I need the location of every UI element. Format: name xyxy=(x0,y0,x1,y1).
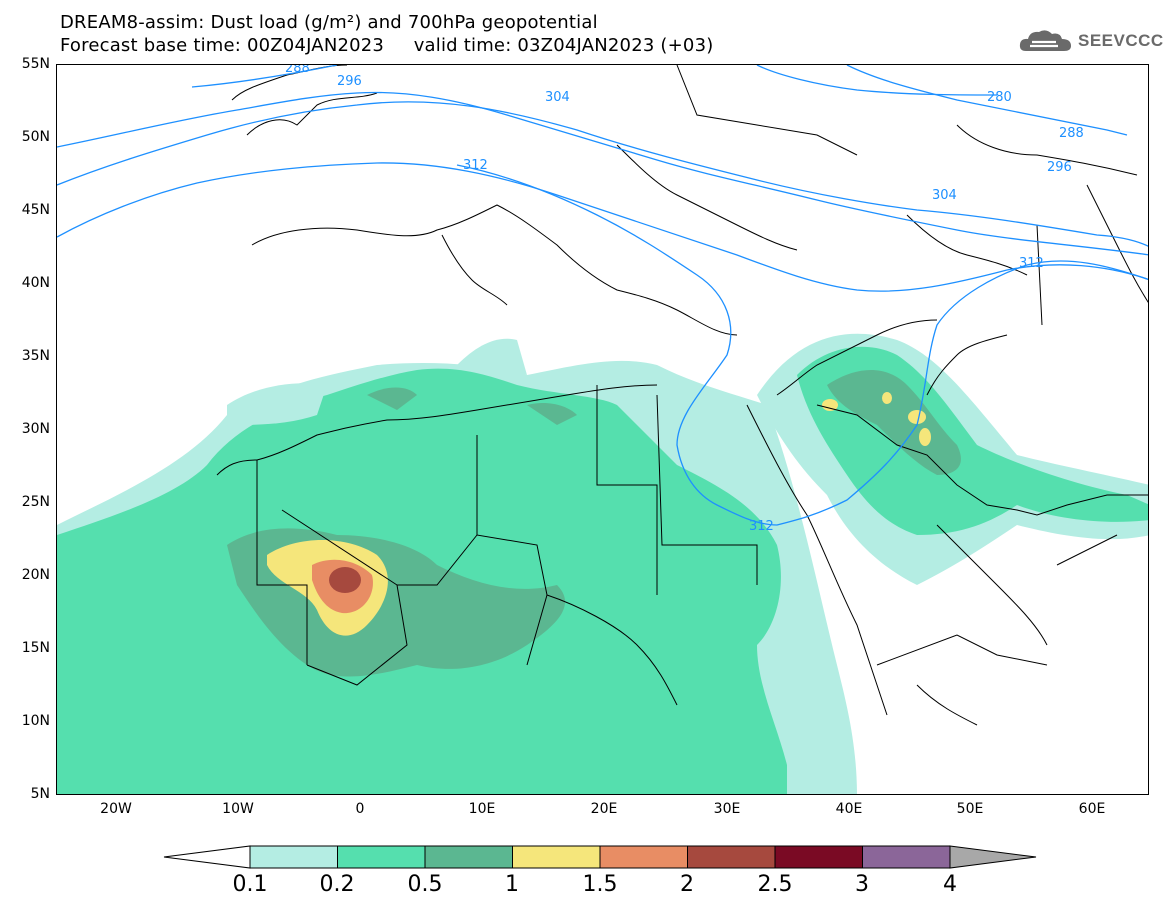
contour-label: 312 xyxy=(749,519,774,534)
lat-label: 20N xyxy=(21,567,50,583)
lat-label: 10N xyxy=(21,713,50,729)
colorbar-tick-label: 3 xyxy=(855,872,869,897)
lat-label: 15N xyxy=(21,640,50,656)
dust-level-0.2 xyxy=(57,346,1148,794)
contour-label: 312 xyxy=(463,158,488,173)
coastlines-and-borders xyxy=(216,65,1148,726)
lon-label: 0 xyxy=(355,801,365,817)
contour-label: 296 xyxy=(337,74,362,89)
colorbar-segment xyxy=(862,845,951,869)
colorbar-segment-upper xyxy=(949,845,1037,869)
colorbar-segment-lower xyxy=(163,845,251,869)
contour-label: 288 xyxy=(285,65,310,76)
lat-label: 40N xyxy=(21,275,50,291)
colorbar-tick-label: 2.5 xyxy=(757,872,793,897)
colorbar-segment xyxy=(512,845,601,869)
colorbar-tick-label: 0.1 xyxy=(232,872,268,897)
logo-text: SEEVCCC xyxy=(1078,31,1164,50)
lat-label: 45N xyxy=(21,202,50,218)
map-panel: 288 296 304 312 280 288 296 304 312 312 xyxy=(56,64,1149,795)
forecast-time-subtitle: Forecast base time: 00Z04JAN2023 valid t… xyxy=(60,35,714,56)
colorbar-tick-label: 1 xyxy=(505,872,519,897)
lat-label: 25N xyxy=(21,494,50,510)
contour-label: 304 xyxy=(932,188,957,203)
colorbar-tick-label: 0.2 xyxy=(319,872,355,897)
geopotential-contours xyxy=(57,65,1148,526)
contour-label-group: 288 296 304 312 280 288 296 304 312 312 xyxy=(285,65,1084,534)
contour-label: 280 xyxy=(987,90,1012,105)
contour-label: 304 xyxy=(545,90,570,105)
lon-label: 20E xyxy=(590,801,618,817)
cloud-icon xyxy=(1019,30,1071,51)
colorbar xyxy=(163,845,1037,869)
dust-level-2 xyxy=(329,567,361,593)
lon-label: 20W xyxy=(100,801,132,817)
lon-label: 30E xyxy=(713,801,741,817)
lon-label: 10E xyxy=(468,801,496,817)
lat-label: 55N xyxy=(21,56,50,72)
lat-label: 35N xyxy=(21,348,50,364)
lat-label: 30N xyxy=(21,421,50,437)
colorbar-tick-label: 4 xyxy=(943,872,957,897)
contour-label: 288 xyxy=(1059,126,1084,141)
map-title: DREAM8-assim: Dust load (g/m²) and 700hP… xyxy=(60,12,598,33)
lon-label: 40E xyxy=(835,801,863,817)
colorbar-tick-label: 1.5 xyxy=(582,872,618,897)
colorbar-segment xyxy=(337,845,426,869)
dust-load-map: 288 296 304 312 280 288 296 304 312 312 xyxy=(57,65,1148,794)
colorbar-tick-label: 2 xyxy=(680,872,694,897)
lat-label: 50N xyxy=(21,129,50,145)
lon-label: 50E xyxy=(956,801,984,817)
colorbar-segment xyxy=(424,845,513,869)
colorbar-segment xyxy=(687,845,776,869)
lon-label: 10W xyxy=(222,801,254,817)
lat-label: 5N xyxy=(30,786,50,802)
colorbar-segment xyxy=(599,845,688,869)
colorbar-segment xyxy=(774,845,863,869)
lon-label: 60E xyxy=(1078,801,1106,817)
colorbar-segment xyxy=(249,845,338,869)
contour-label: 296 xyxy=(1047,160,1072,175)
colorbar-tick-label: 0.5 xyxy=(407,872,443,897)
seevccc-logo: SEEVCCC xyxy=(1018,27,1164,55)
contour-label: 312 xyxy=(1019,256,1044,271)
